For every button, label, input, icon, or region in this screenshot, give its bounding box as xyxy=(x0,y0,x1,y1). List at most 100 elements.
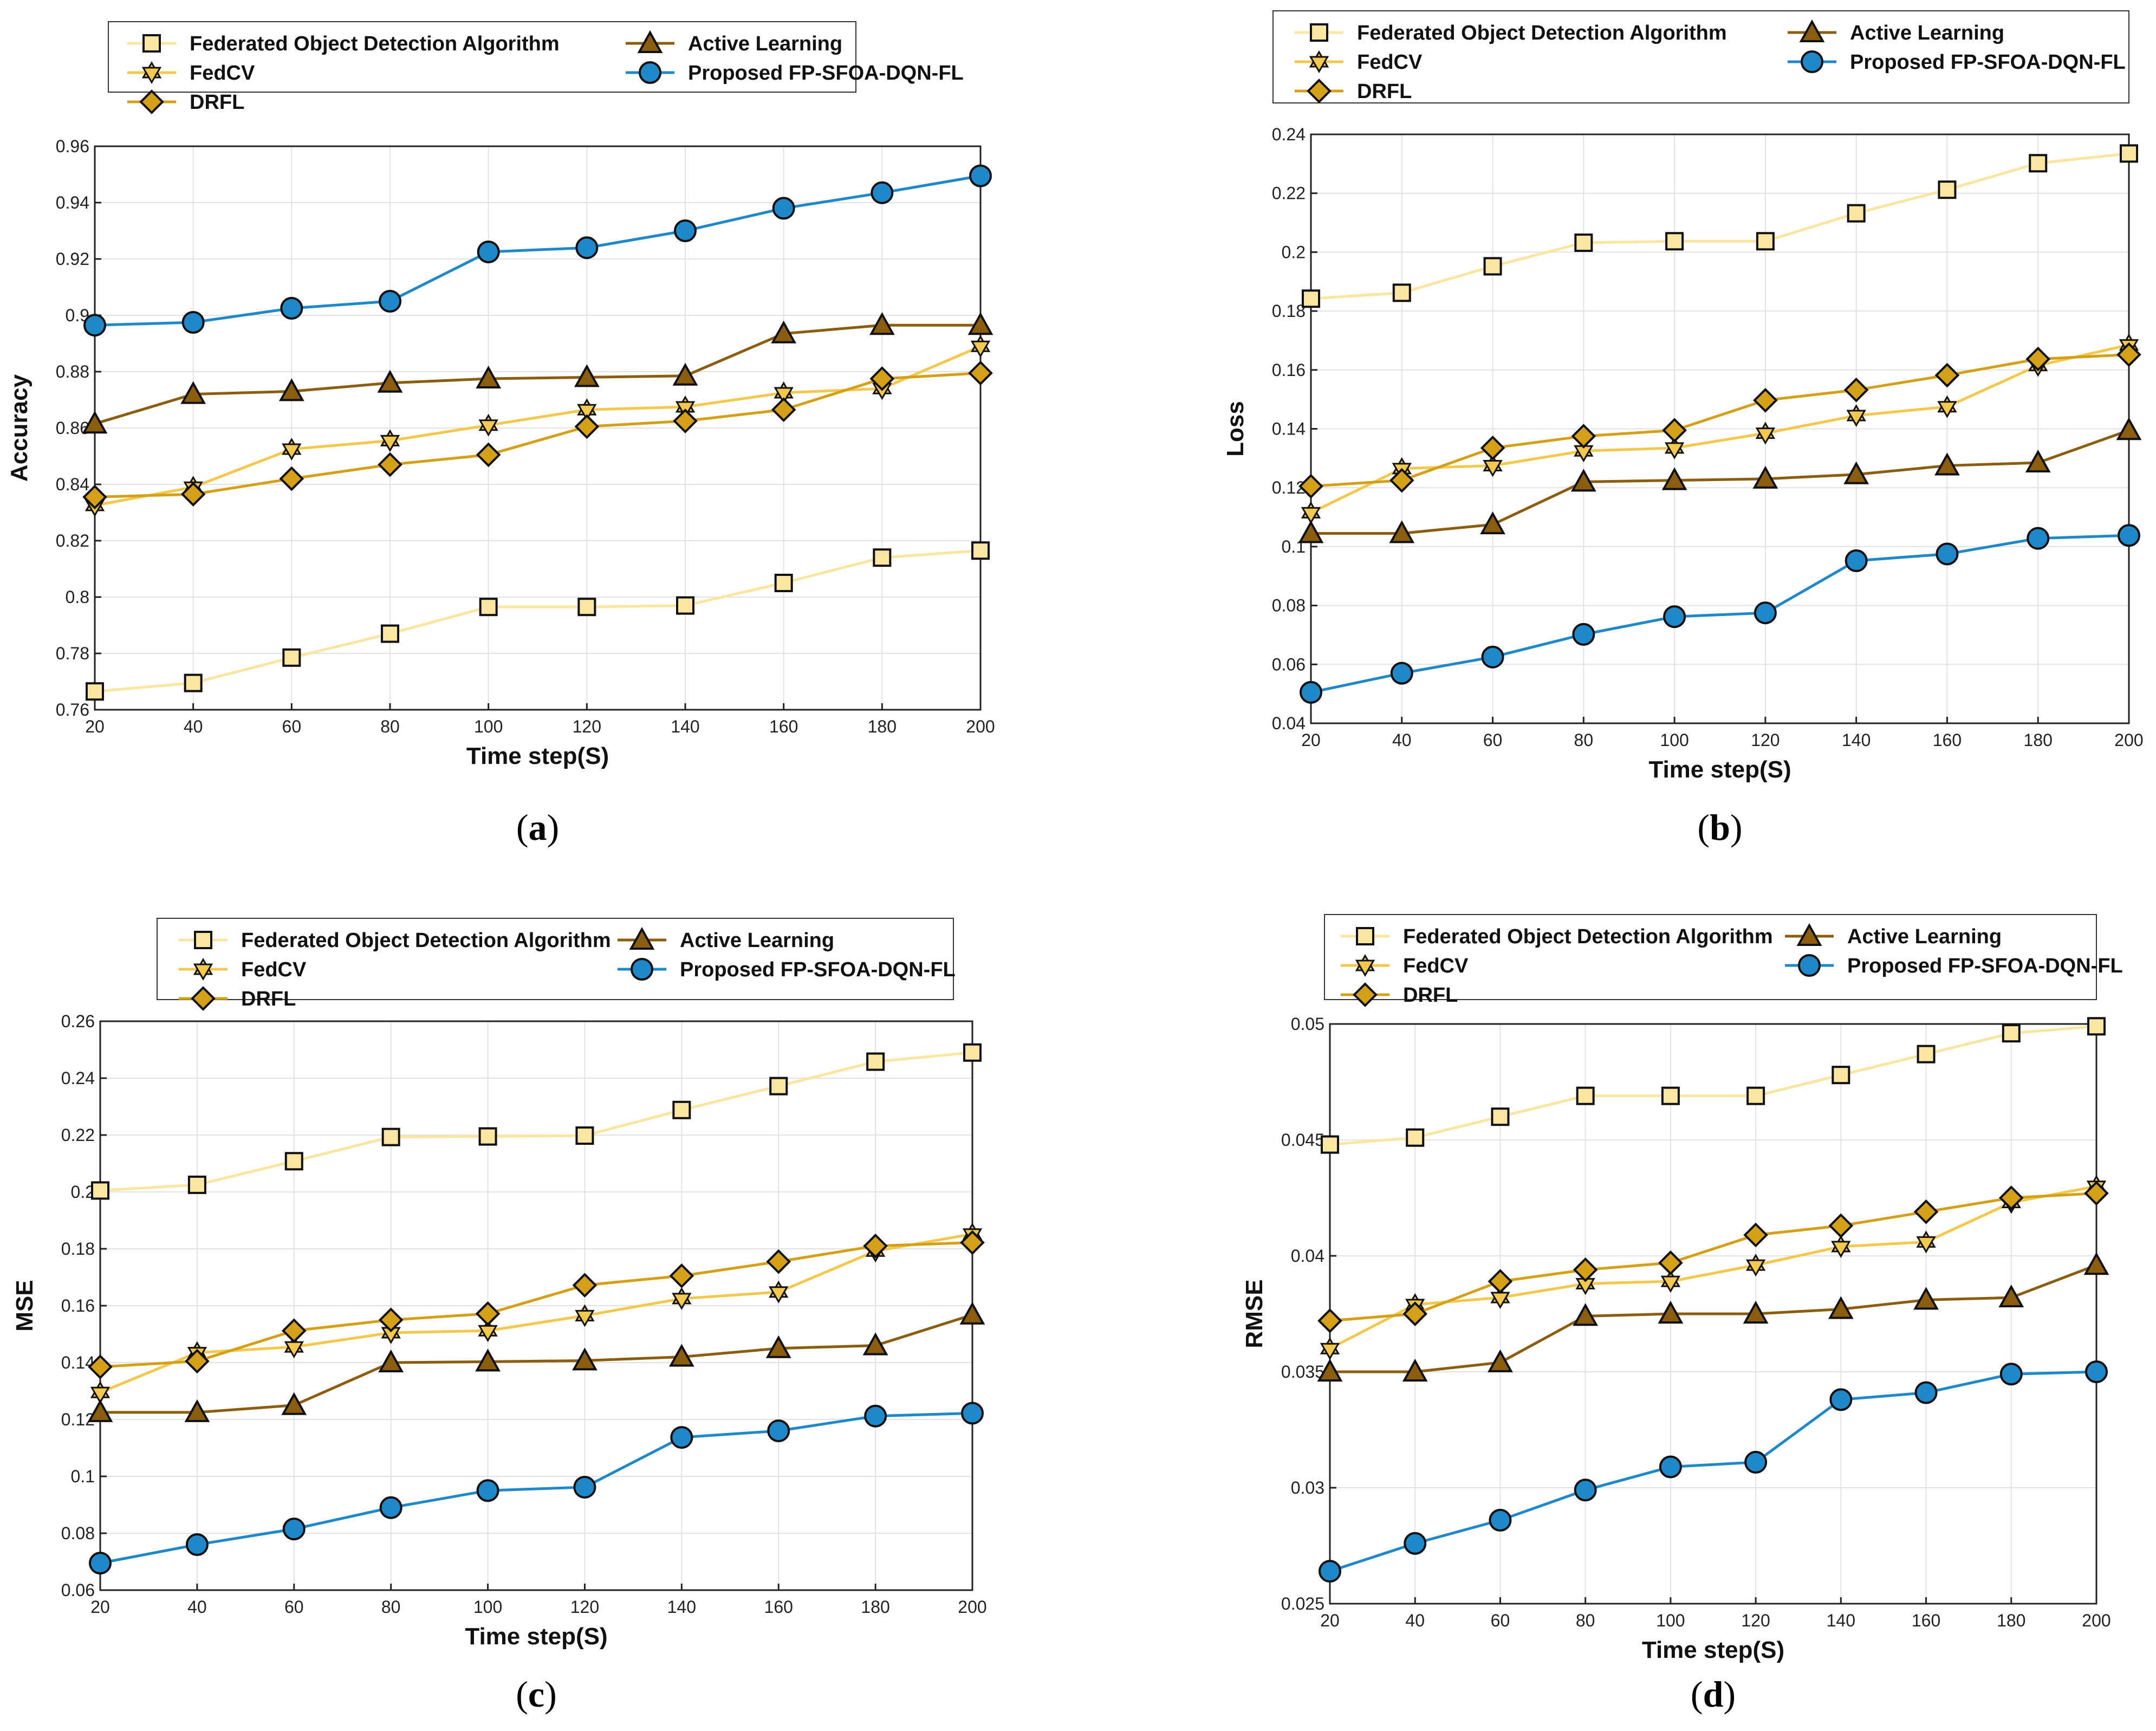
data-point-al xyxy=(180,381,206,404)
data-point-fod xyxy=(1483,257,1502,276)
data-point-al xyxy=(574,364,600,387)
data-point-fedcv xyxy=(90,1381,111,1404)
data-point-fod xyxy=(1302,289,1320,308)
data-point-prop xyxy=(1319,1560,1341,1583)
data-point-al xyxy=(668,1344,694,1367)
legend-label-al: Active Learning xyxy=(1850,22,2004,44)
x-tick-label: 160 xyxy=(1933,730,1962,750)
legend-label-fedcv: FedCV xyxy=(1403,955,1469,977)
y-tick-label: 0.78 xyxy=(56,644,89,663)
data-point-fedcv-tri-down xyxy=(380,435,400,452)
data-point-drfl xyxy=(1317,1308,1342,1333)
series-line-fod xyxy=(100,1051,973,1192)
data-point-drfl xyxy=(673,409,698,433)
data-point-al xyxy=(572,1347,598,1371)
x-tick-label: 200 xyxy=(2082,1611,2110,1630)
data-point-al xyxy=(1573,1303,1599,1326)
series-line-fedcv xyxy=(1310,343,2129,514)
data-point-fedcv-tri-down xyxy=(1301,507,1321,524)
caption-paren-close: ) xyxy=(1723,1674,1736,1715)
data-point-al xyxy=(82,411,108,434)
x-tick-label: 60 xyxy=(1483,730,1503,750)
data-point-fedcv xyxy=(1664,436,1685,459)
data-point-al xyxy=(765,1335,791,1358)
data-point-prop xyxy=(83,314,106,337)
data-point-drfl xyxy=(1480,435,1505,461)
data-point-fedcv-tri-down xyxy=(575,1309,595,1327)
data-point-al xyxy=(1752,465,1778,489)
data-point-al xyxy=(1480,511,1505,535)
y-tick-label: 0.94 xyxy=(56,193,89,212)
legend-marker-fod xyxy=(1356,927,1374,945)
data-point-fedcv xyxy=(1483,454,1503,477)
x-tick-label: 180 xyxy=(861,1597,889,1617)
x-tick-label: 40 xyxy=(1392,730,1412,750)
y-tick-label: 0.05 xyxy=(1291,1014,1324,1034)
legend-box xyxy=(108,21,856,93)
data-point-fedcv-tri-down xyxy=(1320,1343,1340,1360)
data-point-prop xyxy=(1572,623,1595,646)
data-point-fod xyxy=(1392,283,1411,302)
data-point-fedcv-tri-down xyxy=(1755,427,1776,445)
data-point-drfl xyxy=(281,1318,307,1344)
legend-marker-prop xyxy=(1801,50,1823,73)
data-point-drfl xyxy=(2116,342,2141,367)
data-point-al xyxy=(1317,1358,1343,1382)
caption-paren-close: ) xyxy=(547,807,560,848)
data-point-drfl xyxy=(2084,1181,2109,1206)
x-tick-label: 60 xyxy=(282,717,302,736)
data-point-al xyxy=(1828,1296,1854,1319)
y-tick-label: 0.82 xyxy=(56,531,89,550)
caption-paren-open: ( xyxy=(1697,807,1710,848)
series-line-fod xyxy=(94,549,981,693)
legend-marker-prop xyxy=(631,958,653,981)
data-point-al xyxy=(475,1349,501,1372)
series-line-drfl xyxy=(1310,353,2129,488)
data-point-fod xyxy=(86,682,104,701)
x-tick-label: 20 xyxy=(1320,1611,1340,1630)
caption-paren-open: ( xyxy=(516,1674,528,1715)
legend-marker-al xyxy=(1796,923,1822,946)
x-tick-label: 20 xyxy=(1301,730,1321,750)
data-point-fedcv xyxy=(1755,422,1776,445)
x-tick-label: 80 xyxy=(1576,1611,1595,1630)
data-point-fedcv-tri-down xyxy=(970,340,991,358)
chart-c: 0.060.080.10.120.140.160.180.20.220.240.… xyxy=(11,918,987,1715)
data-point-al xyxy=(862,1332,888,1356)
series-drfl xyxy=(88,1230,985,1379)
x-tick-label: 160 xyxy=(1912,1611,1940,1630)
y-tick-label: 0.035 xyxy=(1281,1362,1324,1382)
data-point-al xyxy=(771,320,797,343)
data-point-prop xyxy=(1659,1455,1682,1479)
data-point-prop xyxy=(1404,1532,1427,1555)
legend-label-fedcv: FedCV xyxy=(1357,51,1423,74)
caption-letter: d xyxy=(1703,1674,1724,1715)
data-point-drfl xyxy=(968,360,993,386)
data-point-fod xyxy=(769,1077,788,1095)
y-tick-label: 0.1 xyxy=(71,1467,95,1486)
data-point-prop xyxy=(1489,1508,1512,1532)
data-point-fedcv xyxy=(478,1319,498,1343)
legend-marker-fedcv xyxy=(141,61,162,84)
x-tick-label: 60 xyxy=(1491,1611,1510,1630)
y-tick-label: 0.24 xyxy=(61,1068,95,1088)
data-point-prop xyxy=(2085,1360,2108,1383)
series-line-prop xyxy=(94,174,981,327)
legend-label-drfl: DRFL xyxy=(1357,80,1412,103)
caption-letter: c xyxy=(528,1674,544,1715)
series-fedcv xyxy=(85,335,991,517)
legend-label-fod: Federated Object Detection Algorithm xyxy=(1357,22,1727,44)
legend-marker-fedcv-tri-down xyxy=(193,963,213,981)
data-point-drfl xyxy=(475,1301,501,1326)
series-line-al xyxy=(94,323,980,425)
legend-label-al: Active Learning xyxy=(1847,925,2002,948)
series-fod xyxy=(86,541,990,701)
legend-label-drfl: DRFL xyxy=(1403,984,1458,1007)
y-axis-label: MSE xyxy=(11,1280,38,1331)
data-point-fedcv-tri-down xyxy=(478,419,498,437)
data-point-drfl xyxy=(1488,1269,1513,1294)
data-point-drfl xyxy=(1658,1250,1683,1275)
y-axis-label: RMSE xyxy=(1241,1279,1268,1348)
series-prop xyxy=(1319,1360,2108,1583)
y-tick-label: 0.84 xyxy=(56,475,89,494)
